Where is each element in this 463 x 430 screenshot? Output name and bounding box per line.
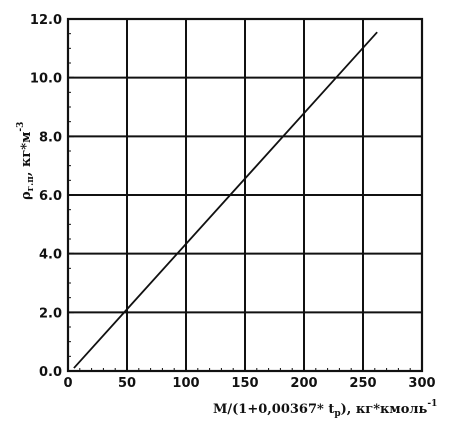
y-axis-label-sup: -3 <box>16 122 26 132</box>
y-tick-label: 8.0 <box>39 130 62 145</box>
x-axis-label-text: M/(1+0,00367* t <box>213 402 334 417</box>
x-tick-label: 250 <box>349 376 376 391</box>
y-tick-label: 12.0 <box>30 13 62 28</box>
x-axis-label-sub: p <box>334 409 340 419</box>
plot-frame <box>66 17 424 373</box>
y-axis-label-rest: , кг*м <box>19 132 34 177</box>
x-tick-label: 0 <box>63 376 72 391</box>
series-layer <box>73 31 378 369</box>
y-tick-label: 0.0 <box>39 365 62 380</box>
y-tick-label: 10.0 <box>30 72 62 87</box>
y-tick-label: 6.0 <box>39 189 62 204</box>
y-axis-label-sub: г.п <box>26 176 36 192</box>
x-axis-label: M/(1+0,00367* tp), кг*кмоль-1 <box>213 399 437 419</box>
y-axis-label: ρг.п, кг*м-3 <box>16 122 36 200</box>
x-tick-label: 300 <box>408 376 435 391</box>
x-tick-label: 100 <box>172 376 199 391</box>
tick-labels: 0 50 100 150 200 250 300 0.0 2.0 4.0 6.0 8.0 10.0 12.… <box>30 13 436 391</box>
grid <box>68 19 422 371</box>
x-tick-label: 150 <box>231 376 258 391</box>
x-tick-label: 200 <box>290 376 317 391</box>
y-tick-label: 2.0 <box>39 306 62 321</box>
y-axis-label-text: ρ <box>19 191 34 200</box>
x-tick-label: 50 <box>118 376 136 391</box>
series-line <box>73 31 378 369</box>
y-tick-label: 4.0 <box>39 248 62 263</box>
x-axis-label-rest: ), кг*кмоль <box>341 402 428 417</box>
x-axis-label-sup: -1 <box>427 399 437 409</box>
